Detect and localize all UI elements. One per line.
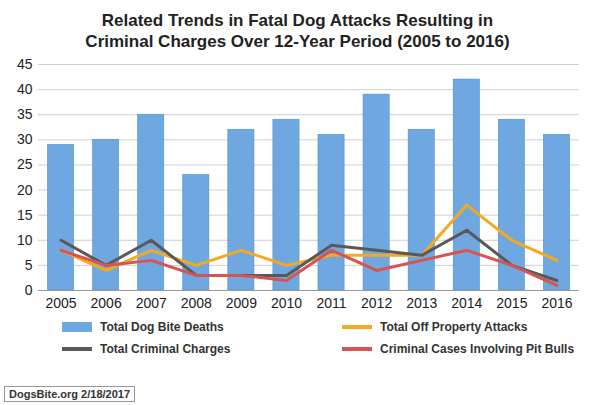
svg-text:5: 5 — [25, 257, 33, 273]
svg-text:2007: 2007 — [136, 295, 167, 311]
html-text:Related Trends in Fatal Dog At: Related Trends in Fatal Dog Attacks Resu… — [85, 11, 510, 51]
html-text:Criminal Cases Involving Pit B: Criminal Cases Involving Pit Bulls — [380, 342, 575, 356]
svg-text:2014: 2014 — [451, 295, 482, 311]
svg-text:10: 10 — [17, 232, 33, 248]
svg-text:2015: 2015 — [496, 295, 527, 311]
svg-text:2012: 2012 — [361, 295, 392, 311]
html-text:Total Dog Bite Deaths: Total Dog Bite Deaths — [100, 320, 224, 334]
svg-text:2011: 2011 — [316, 295, 346, 311]
html-text:DogsBite.org 2/18/2017: DogsBite.org 2/18/2017 — [9, 388, 131, 400]
svg-text:2010: 2010 — [271, 295, 302, 311]
html-text:Total Off Property Attacks: Total Off Property Attacks — [380, 320, 528, 334]
svg-text:2009: 2009 — [226, 295, 257, 311]
svg-text:2006: 2006 — [91, 295, 122, 311]
svg-text:15: 15 — [17, 207, 33, 223]
svg-text:20: 20 — [17, 182, 33, 198]
svg-text:2008: 2008 — [181, 295, 212, 311]
svg-text:2013: 2013 — [406, 295, 437, 311]
svg-text:2016: 2016 — [541, 295, 572, 311]
svg-text:25: 25 — [17, 156, 33, 172]
html-text:Total Criminal Charges: Total Criminal Charges — [100, 342, 231, 356]
svg-text:45: 45 — [17, 56, 33, 72]
svg-text:30: 30 — [17, 131, 33, 147]
svg-text:2005: 2005 — [45, 295, 76, 311]
svg-text:0: 0 — [25, 282, 33, 298]
svg-text:35: 35 — [17, 106, 33, 122]
svg-text:40: 40 — [17, 81, 33, 97]
